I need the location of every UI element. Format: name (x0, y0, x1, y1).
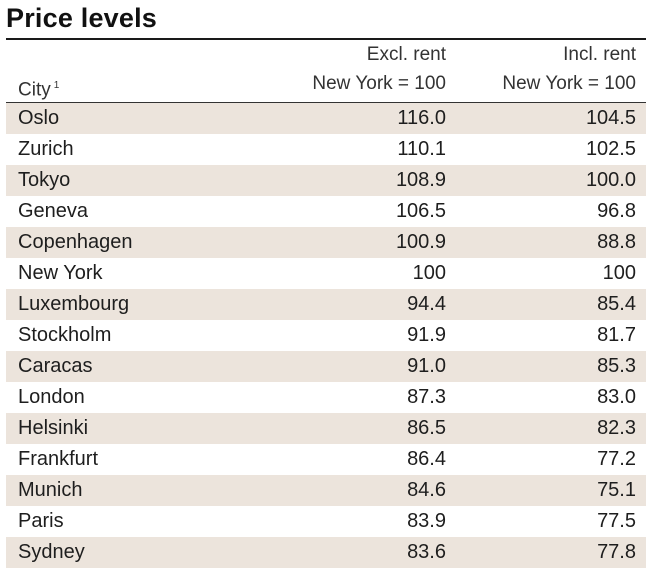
cell-excl-rent: 100 (412, 262, 446, 284)
cell-incl-rent: 96.8 (597, 200, 636, 222)
cell-excl-rent: 83.9 (407, 510, 446, 532)
cell-incl-rent: 100 (602, 262, 636, 284)
cell-city: Helsinki (18, 417, 89, 439)
table-row: New York 100 100 (6, 258, 646, 289)
cell-city: Sydney (18, 541, 85, 563)
table-row: Frankfurt 86.4 77.2 (6, 444, 646, 475)
cell-incl-rent: 85.3 (597, 355, 636, 377)
cell-incl-rent: 100.0 (585, 169, 636, 191)
table-row: London 87.3 83.0 (6, 382, 646, 413)
table-row: Oslo 116.0 104.5 (6, 103, 646, 134)
cell-excl-rent: 91.9 (407, 324, 446, 346)
table-row: Zurich 110.1 102.5 (6, 134, 646, 165)
cell-incl-rent: 102.5 (585, 138, 636, 160)
cell-city: Luxembourg (18, 293, 130, 315)
table-title: Price levels (6, 3, 158, 33)
cell-incl-rent: 82.3 (597, 417, 636, 439)
title-divider (6, 38, 646, 40)
table-row: Geneva 106.5 96.8 (6, 196, 646, 227)
table-row: Luxembourg 94.4 85.4 (6, 289, 646, 320)
cell-excl-rent: 87.3 (407, 386, 446, 408)
cell-excl-rent: 86.4 (407, 448, 446, 470)
header-city-footnote: 1 (53, 80, 60, 91)
cell-excl-rent: 100.9 (395, 231, 446, 253)
cell-excl-rent: 110.1 (397, 138, 446, 160)
header-excl-rent-label: Excl. rent (366, 44, 446, 65)
header-incl-rent: Incl. rent New York = 100 (502, 40, 636, 98)
header-excl-rent-basis: New York = 100 (312, 73, 446, 94)
cell-city: Stockholm (18, 324, 112, 346)
cell-incl-rent: 85.4 (597, 293, 636, 315)
cell-incl-rent: 75.1 (597, 479, 636, 501)
header-incl-rent-label: Incl. rent (563, 44, 636, 65)
header-city: City 1 (18, 71, 59, 104)
cell-city: Geneva (18, 200, 89, 222)
cell-incl-rent: 77.8 (597, 541, 636, 563)
cell-excl-rent: 86.5 (407, 417, 446, 439)
header-divider (6, 102, 646, 103)
cell-excl-rent: 84.6 (407, 479, 446, 501)
cell-incl-rent: 88.8 (597, 231, 636, 253)
cell-excl-rent: 108.9 (395, 169, 446, 191)
cell-city: Oslo (18, 107, 60, 129)
cell-city: New York (18, 262, 103, 284)
header-city-label: City (18, 79, 51, 101)
cell-city: Copenhagen (18, 231, 133, 253)
cell-city: Paris (18, 510, 64, 532)
table-row: Paris 83.9 77.5 (6, 506, 646, 537)
table-header: City 1 Excl. rent New York = 100 Incl. re… (6, 40, 646, 102)
cell-excl-rent: 106.5 (395, 200, 446, 222)
cell-city: Tokyo (18, 169, 71, 191)
cell-incl-rent: 81.7 (597, 324, 636, 346)
table-row: Helsinki 86.5 82.3 (6, 413, 646, 444)
table-row: Sydney 83.6 77.8 (6, 537, 646, 568)
cell-city: London (18, 386, 85, 408)
table-row: Munich 84.6 75.1 (6, 475, 646, 506)
cell-excl-rent: 94.4 (407, 293, 446, 315)
cell-excl-rent: 91.0 (407, 355, 446, 377)
cell-excl-rent: 116.0 (397, 107, 446, 129)
table-row: Caracas 91.0 85.3 (6, 351, 646, 382)
header-incl-rent-basis: New York = 100 (502, 73, 636, 94)
header-excl-rent: Excl. rent New York = 100 (312, 40, 446, 98)
cell-incl-rent: 77.2 (597, 448, 636, 470)
table-row: Stockholm 91.9 81.7 (6, 320, 646, 351)
table-row: Tokyo 108.9 100.0 (6, 165, 646, 196)
cell-incl-rent: 77.5 (597, 510, 636, 532)
cell-city: Frankfurt (18, 448, 99, 470)
table-body: Oslo 116.0 104.5 Zurich 110.1 102.5 Toky… (6, 103, 646, 568)
cell-city: Zurich (18, 138, 74, 160)
cell-incl-rent: 104.5 (585, 107, 636, 129)
table-row: Copenhagen 100.9 88.8 (6, 227, 646, 258)
cell-city: Caracas (18, 355, 93, 377)
cell-incl-rent: 83.0 (597, 386, 636, 408)
cell-excl-rent: 83.6 (407, 541, 446, 563)
cell-city: Munich (18, 479, 83, 501)
